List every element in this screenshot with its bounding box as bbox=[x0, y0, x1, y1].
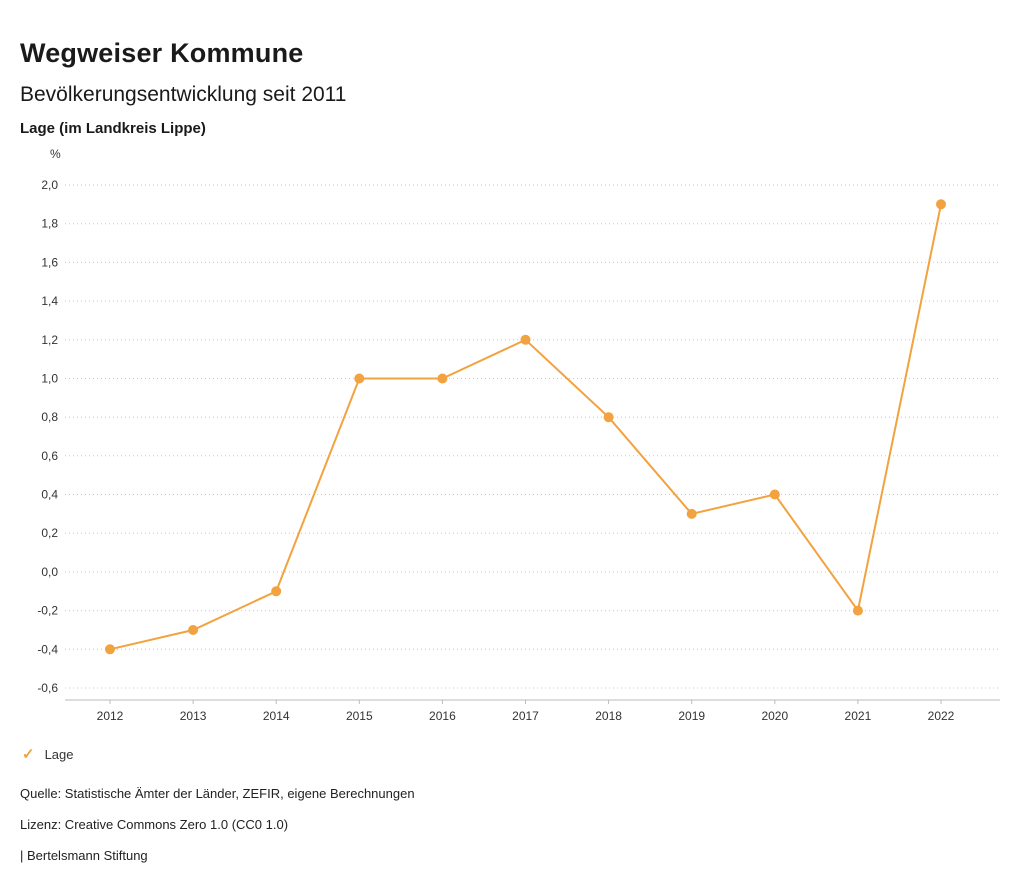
x-tick-label: 2016 bbox=[429, 709, 456, 723]
chart-svg: 2,0 1,8 1,6 1,4 1,2 1,0 0,8 0,6 0,4 0,2 0,0 -0,2 -0,… bbox=[37, 178, 1000, 723]
source-text: Quelle: Statistische Ämter der Länder, Z… bbox=[20, 786, 415, 801]
x-tick-label: 2018 bbox=[595, 709, 622, 723]
y-tick-label: 2,0 bbox=[41, 178, 58, 192]
data-point-2018[interactable] bbox=[603, 412, 614, 423]
data-point-2013[interactable] bbox=[188, 625, 199, 635]
data-point-2021[interactable] bbox=[852, 605, 863, 616]
y-tick-label: 1,6 bbox=[41, 255, 58, 269]
x-tick-label: 2014 bbox=[263, 709, 290, 723]
legend-item-lage[interactable]: ✓ Lage bbox=[22, 745, 74, 763]
trend-line bbox=[109, 204, 942, 651]
x-tick-label: 2020 bbox=[761, 709, 788, 723]
data-point-2012[interactable] bbox=[105, 644, 115, 655]
line-chart: 2,0 1,8 1,6 1,4 1,2 1,0 0,8 0,6 0,4 0,2 0,0 -0,2 -0,… bbox=[0, 145, 1024, 725]
data-point-2014[interactable] bbox=[271, 586, 282, 597]
x-tick-label: 2022 bbox=[928, 709, 955, 723]
y-tick-label: 0,6 bbox=[41, 449, 58, 463]
x-tick-label: 2012 bbox=[97, 709, 124, 723]
license-text: Lizenz: Creative Commons Zero 1.0 (CC0 1… bbox=[20, 817, 289, 832]
region-subtitle: Lage (im Landkreis Lippe) bbox=[20, 120, 206, 137]
x-tick-label: 2015 bbox=[346, 709, 373, 723]
chart-title: Bevölkerungsentwicklung seit 2011 bbox=[20, 83, 347, 107]
y-tick-label: 0,8 bbox=[41, 410, 58, 424]
data-point-2022[interactable] bbox=[936, 199, 946, 210]
y-tick-label: -0,2 bbox=[37, 604, 58, 618]
page-title: Wegweiser Kommune bbox=[20, 38, 304, 69]
data-point-2017[interactable] bbox=[520, 334, 531, 345]
x-tick-label: 2017 bbox=[512, 709, 539, 723]
x-tick-label: 2021 bbox=[845, 709, 872, 723]
data-point-2015[interactable] bbox=[354, 373, 365, 384]
legend-label: Lage bbox=[44, 746, 74, 762]
y-axis-unit-label: % bbox=[50, 147, 61, 161]
y-tick-label: 1,4 bbox=[41, 294, 58, 308]
y-tick-label: -0,4 bbox=[37, 642, 58, 656]
x-tick-label: 2013 bbox=[180, 709, 207, 723]
x-tick-label: 2019 bbox=[678, 709, 705, 723]
attribution-text: | Bertelsmann Stiftung bbox=[20, 848, 148, 863]
y-tick-label: 1,8 bbox=[41, 217, 58, 231]
check-icon: ✓ bbox=[22, 746, 35, 763]
y-tick-label: 1,2 bbox=[41, 333, 58, 347]
y-tick-label: 0,4 bbox=[41, 488, 58, 502]
y-tick-label: -0,6 bbox=[37, 681, 58, 695]
data-point-2020[interactable] bbox=[769, 489, 780, 500]
data-point-2016[interactable] bbox=[437, 373, 448, 384]
y-tick-label: 0,2 bbox=[41, 526, 58, 540]
data-point-2019[interactable] bbox=[686, 508, 697, 519]
y-tick-label: 1,0 bbox=[41, 372, 58, 386]
y-tick-label: 0,0 bbox=[41, 565, 58, 579]
